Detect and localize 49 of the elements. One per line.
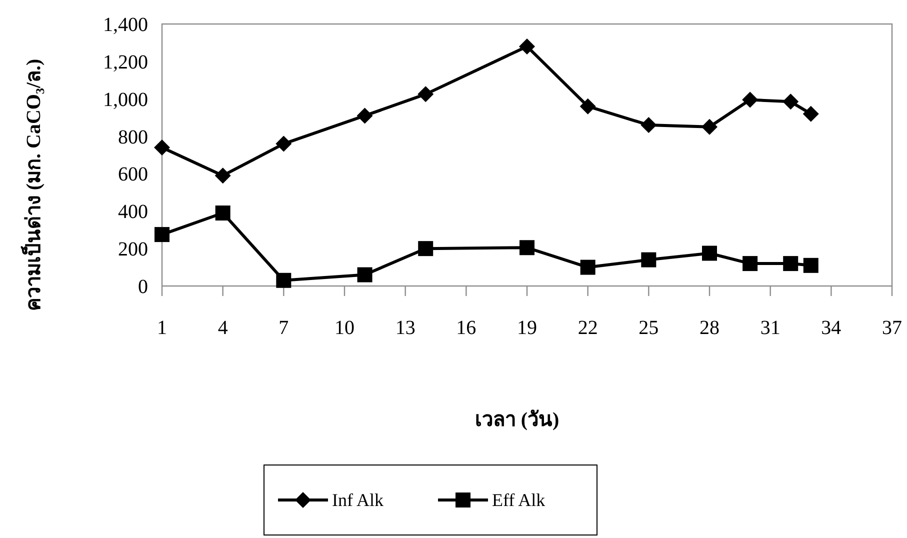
point: [154, 227, 170, 242]
point: [803, 258, 818, 273]
x-tick-label: 1: [157, 317, 167, 339]
point: [742, 92, 758, 108]
point: [742, 256, 758, 272]
point: [418, 241, 434, 256]
y-tick-label: 800: [118, 126, 148, 148]
y-tick-label: 200: [118, 238, 148, 261]
point: [580, 260, 596, 275]
y-tick-label: 1,200: [103, 51, 148, 74]
y-tick-label: 1,000: [103, 88, 148, 111]
y-tick-label: 600: [118, 164, 148, 186]
point: [782, 94, 799, 110]
x-tick-label: 19: [517, 317, 537, 339]
x-tick-label: 34: [821, 317, 842, 339]
point: [783, 256, 798, 272]
x-tick-label: 37: [882, 317, 902, 339]
point: [702, 246, 717, 261]
point: [276, 272, 292, 288]
point: [154, 140, 170, 156]
x-tick-label: 4: [218, 317, 228, 339]
y-axis-title: ความเป็นด่าง (มก. CaCO₃/ล.): [20, 58, 45, 312]
legend-label: Eff Alk: [492, 490, 546, 510]
point: [357, 267, 372, 282]
point: [519, 38, 535, 54]
x-axis-title: เวลา (วัน): [474, 409, 560, 431]
x-tick-label: 7: [278, 317, 289, 339]
point: [214, 168, 231, 184]
point: [640, 117, 657, 134]
point: [702, 118, 718, 135]
point: [802, 106, 819, 122]
point: [418, 86, 434, 102]
x-tick-label: 16: [456, 317, 476, 339]
point: [641, 252, 656, 268]
y-tick-label: 400: [118, 201, 148, 224]
x-tick-label: 10: [334, 317, 354, 339]
y-tick-label: 1,400: [103, 14, 148, 36]
x-tick-label: 22: [578, 317, 598, 339]
legend-label: Inf Alk: [332, 490, 384, 510]
y-tick-label: 0: [138, 276, 148, 298]
point: [356, 108, 373, 124]
point: [215, 206, 230, 221]
x-tick-label: 25: [638, 317, 659, 339]
point: [580, 98, 596, 114]
x-tick-label: 13: [395, 317, 416, 339]
x-tick-label: 28: [700, 317, 720, 339]
point: [276, 136, 292, 152]
point: [520, 240, 534, 256]
x-tick-label: 31: [760, 317, 780, 339]
